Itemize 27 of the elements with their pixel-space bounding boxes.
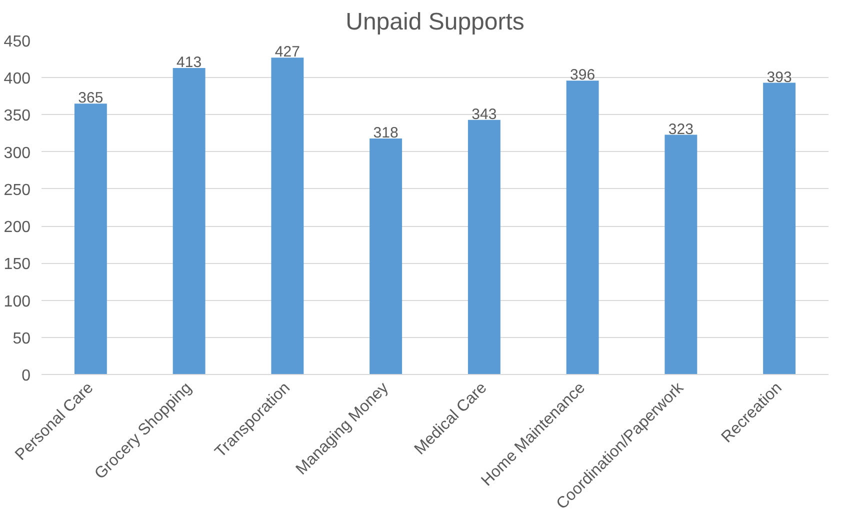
data-label: 396 (570, 66, 596, 84)
y-tick-label: 400 (4, 70, 31, 88)
data-label: 365 (78, 90, 104, 107)
y-tick-label: 100 (4, 293, 31, 310)
y-tick-label: 200 (4, 219, 31, 236)
bar (370, 138, 402, 374)
data-label: 343 (472, 106, 497, 123)
data-label: 323 (668, 120, 694, 138)
y-tick-label: 0 (22, 368, 31, 384)
y-tick-label: 300 (4, 144, 31, 162)
y-tick-label: 150 (4, 256, 31, 274)
bar (271, 58, 304, 374)
data-label: 427 (274, 44, 300, 61)
data-label: 318 (373, 124, 398, 142)
bar (664, 134, 698, 374)
data-label: 413 (176, 54, 202, 71)
bar (566, 80, 599, 374)
y-tick-label: 50 (12, 330, 31, 348)
bar (468, 120, 500, 374)
y-tick-label: 350 (4, 108, 31, 125)
y-tick-label: 450 (4, 34, 31, 50)
bar (74, 104, 107, 374)
y-tick-label: 250 (4, 182, 31, 199)
bar (172, 68, 206, 374)
chart-title: Unpaid Supports (346, 8, 524, 36)
data-label: 393 (766, 68, 792, 86)
bar (763, 82, 796, 374)
